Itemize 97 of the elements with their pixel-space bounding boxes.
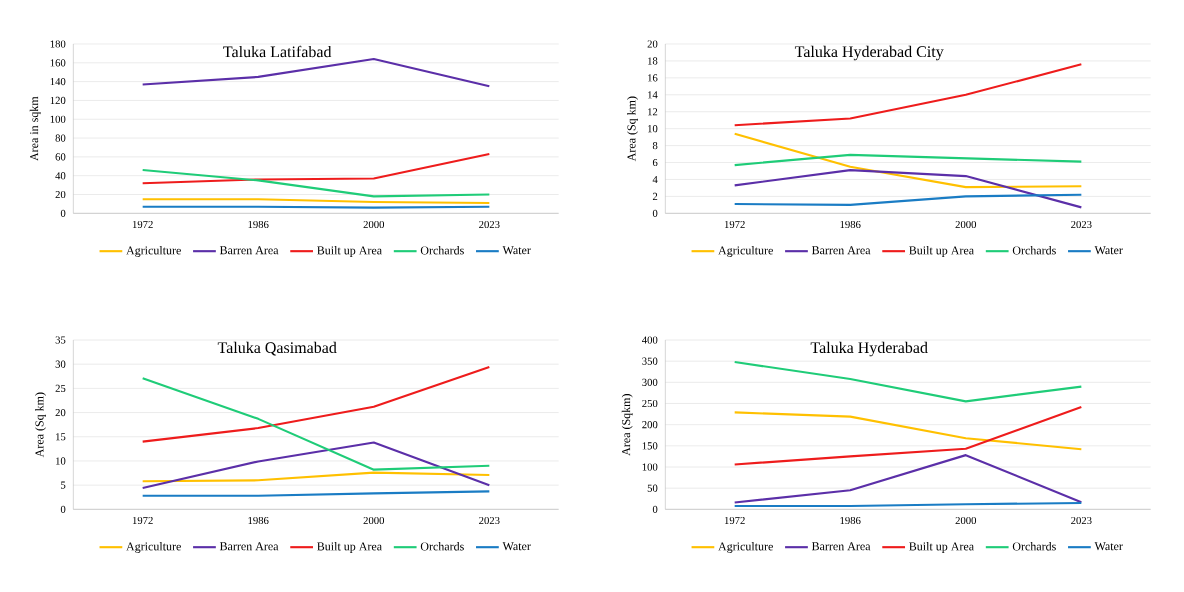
legend-label: Agriculture: [718, 246, 773, 257]
legend-label: Orchards: [1012, 542, 1056, 551]
y-tick-label: 4: [652, 175, 658, 183]
y-tick-label: 0: [60, 505, 66, 513]
y-tick-label: 140: [50, 78, 66, 86]
x-tick-label: 2000: [363, 516, 385, 525]
line-series: [141, 57, 491, 88]
x-tick-label: 2023: [479, 516, 500, 525]
y-axis-title: Area in sqkm: [29, 96, 41, 161]
line-series: [733, 360, 1083, 403]
line-series: [141, 366, 491, 443]
x-tick-label: 1986: [840, 516, 861, 525]
y-tick-label: 100: [50, 115, 66, 123]
y-tick-label: 25: [55, 384, 66, 392]
legend-label: Barren Area: [811, 246, 871, 255]
y-tick-label: 10: [648, 125, 658, 133]
x-tick-label: 1972: [724, 516, 745, 525]
y-tick-label: 300: [642, 378, 658, 386]
y-tick-label: 20: [55, 190, 66, 199]
legend-label: Water: [502, 542, 531, 551]
y-tick-label: 8: [652, 142, 658, 150]
chart-title: Taluka Hyderabad: [810, 341, 928, 357]
y-tick-label: 350: [642, 357, 658, 365]
y-tick-label: 12: [648, 108, 658, 116]
y-tick-label: 16: [648, 74, 658, 82]
line-series: [141, 441, 491, 490]
x-tick-label: 2000: [955, 220, 977, 229]
y-tick-label: 5: [61, 481, 66, 489]
line-series: [733, 193, 1083, 206]
y-tick-label: 6: [652, 158, 658, 167]
y-axis-title: Area (Sqkm): [621, 394, 633, 456]
legend-label: Barren Area: [219, 542, 279, 551]
legend-label: Water: [1094, 246, 1123, 255]
legend-label: Built up Area: [909, 246, 974, 257]
chart-title: Taluka Hyderabad City: [794, 45, 944, 61]
y-tick-label: 18: [648, 57, 658, 65]
line-series: [733, 405, 1083, 466]
y-tick-label: 0: [652, 505, 658, 513]
legend-label: Orchards: [1012, 246, 1056, 255]
line-series: [141, 471, 491, 483]
y-tick-label: 400: [642, 336, 658, 344]
y-tick-label: 30: [55, 360, 66, 368]
y-tick-label: 40: [55, 172, 66, 180]
y-tick-label: 150: [642, 442, 658, 450]
y-tick-label: 80: [55, 134, 66, 142]
y-tick-label: 180: [50, 40, 66, 48]
chart-title: Taluka Latifabad: [223, 45, 332, 58]
y-axis-title: Area (Sq km): [627, 96, 638, 162]
legend-label: Agriculture: [718, 542, 773, 553]
legend-label: Built up Area: [317, 246, 382, 257]
chart-title: Taluka Qasimabad: [217, 341, 337, 356]
line-series: [733, 411, 1083, 451]
y-tick-label: 120: [50, 96, 66, 105]
x-tick-label: 1986: [840, 220, 861, 229]
legend-label: Water: [1094, 542, 1123, 551]
y-tick-label: 60: [55, 153, 66, 161]
y-tick-label: 50: [647, 484, 658, 492]
line-series: [733, 454, 1083, 504]
y-tick-label: 15: [56, 433, 66, 441]
legend-label: Orchards: [420, 542, 464, 551]
y-tick-label: 35: [55, 336, 66, 344]
x-tick-label: 1986: [248, 516, 269, 525]
y-tick-label: 2: [652, 192, 658, 200]
line-series: [141, 152, 491, 185]
legend-label: Built up Area: [317, 542, 382, 553]
y-tick-label: 10: [56, 457, 66, 465]
y-tick-label: 100: [642, 463, 658, 471]
x-tick-label: 1972: [132, 516, 153, 525]
y-tick-label: 200: [642, 421, 658, 429]
y-tick-label: 0: [652, 209, 658, 217]
x-tick-label: 1972: [724, 220, 745, 229]
y-tick-label: 160: [50, 59, 66, 67]
y-tick-label: 250: [642, 399, 658, 408]
line-series: [733, 132, 1083, 189]
y-tick-label: 20: [55, 408, 66, 417]
legend-label: Orchards: [420, 246, 464, 255]
line-series: [733, 169, 1083, 209]
line-series: [141, 168, 491, 198]
legend-label: Barren Area: [219, 246, 279, 255]
legend-label: Agriculture: [126, 542, 181, 553]
line-series: [733, 63, 1083, 127]
legend-label: Built up Area: [909, 542, 974, 553]
x-tick-label: 2023: [479, 220, 500, 229]
y-tick-label: 0: [60, 209, 66, 217]
legend-label: Barren Area: [811, 542, 871, 551]
y-tick-label: 14: [648, 91, 658, 99]
y-tick-label: 20: [647, 40, 658, 48]
x-tick-label: 2023: [1071, 220, 1092, 229]
legend-label: Agriculture: [126, 246, 181, 257]
y-axis-title: Area (Sq km): [35, 392, 46, 458]
x-tick-label: 2023: [1071, 516, 1092, 525]
x-tick-label: 1986: [248, 220, 269, 229]
line-series: [141, 377, 491, 471]
x-tick-label: 2000: [363, 220, 385, 229]
x-tick-label: 1972: [132, 220, 153, 229]
x-tick-label: 2000: [955, 516, 977, 525]
legend-label: Water: [502, 246, 531, 255]
